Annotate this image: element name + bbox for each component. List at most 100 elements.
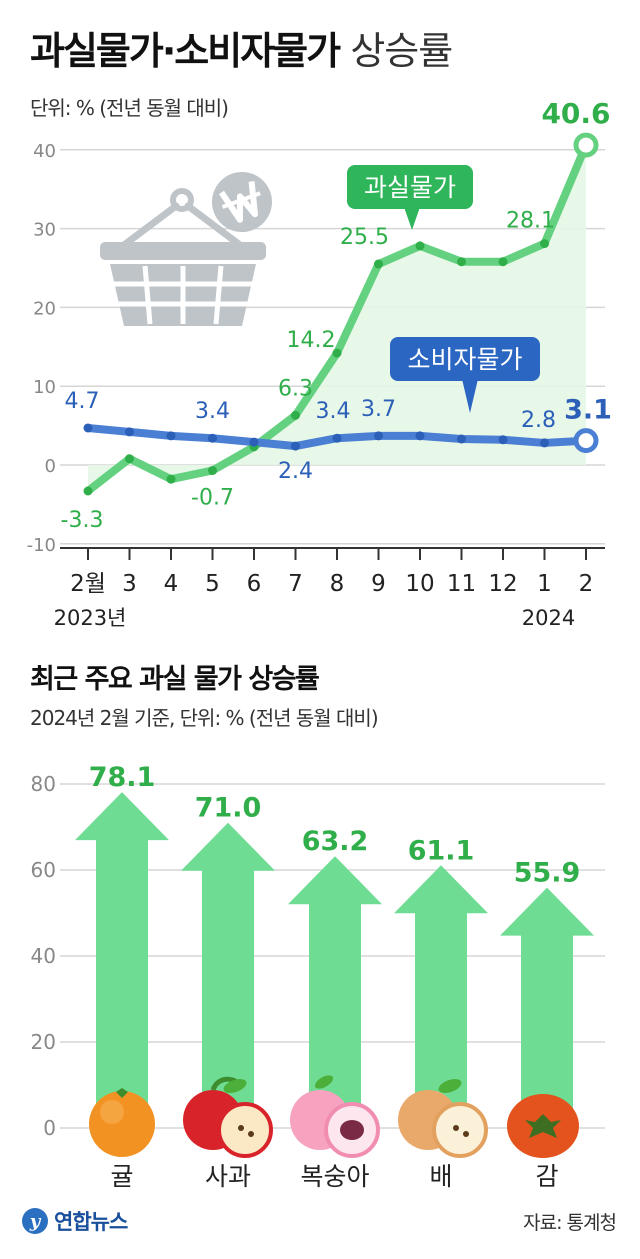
bar-arrow [181,822,275,1128]
won-sign-icon [212,172,272,232]
apple-icon [183,1076,273,1158]
fruit-data-label: -3.3 [61,508,104,533]
year-label: 2024 [522,606,575,630]
fruit-chart-title: 최근 주요 과실 물가 상승률 [30,664,320,695]
fruit-point [332,348,342,358]
yonhap-mark-icon: y [22,1208,48,1234]
peach-icon [290,1075,380,1158]
fruit-point [573,132,599,158]
y-tick-label: 40 [33,141,56,162]
title-thin: 상승률 [350,29,453,73]
bar-arrow [75,792,169,1128]
category-label: 복숭아 [300,1162,369,1191]
x-tick-label: 5 [205,571,220,597]
consumer-point [125,427,134,437]
yonhap-logo: y 연합뉴스 [22,1206,128,1236]
bar-arrows [75,792,594,1128]
fruit-point [457,257,466,267]
bar-value-label: 63.2 [302,826,369,857]
series-points [83,132,599,496]
x-tick-label: 12 [488,571,517,597]
category-label: 배 [429,1162,452,1191]
consumer-data-label: 4.7 [65,389,100,414]
fruit-chart-unit: 2024년 2월 기준, 단위: % (전년 동월 대비) [30,706,379,730]
y-tick-label: 0 [43,1116,56,1140]
x-tick-label: 10 [405,571,434,597]
bar-labels: 78.1 71.0 63.2 61.1 55.9 [89,762,581,888]
year-label: 2023년 [54,606,127,630]
fruit-data-label: 6.3 [278,376,313,401]
fruit-point [83,486,93,496]
consumer-point [83,423,93,433]
consumer-data-label: 3.1 [564,395,612,426]
fruit-point [166,474,176,484]
orange-icon [89,1088,155,1157]
fruit-icons [89,1075,579,1158]
consumer-point [166,431,176,441]
consumer-data-label: 3.4 [195,399,230,424]
logo-text: 연합뉴스 [54,1210,128,1234]
legend-bubble: 소비자물가 [390,337,540,413]
fruit-data-label: 25.5 [340,225,389,250]
consumer-point [249,437,259,447]
consumer-point [573,428,599,454]
shopping-basket-icon [100,188,266,326]
consumer-data-label: 2.4 [278,459,313,484]
source-note: 자료: 통계청 [523,1212,617,1234]
line-chart-unit: 단위: % (전년 동월 대비) [30,96,229,120]
consumer-point [540,438,549,448]
bar-value-label: 78.1 [89,762,156,793]
x-tick-label: 9 [371,571,386,597]
y-tick-label: 60 [31,858,56,882]
bar-arrow [394,865,488,1128]
x-tick-label: 1 [537,571,552,597]
fruit-area [88,145,586,492]
fruit-point [374,259,383,269]
x-tick-label: 2월 [70,571,106,597]
legend-bubble-tail [404,207,420,230]
x-tick-label: 3 [122,571,137,597]
fruit-point [540,239,549,249]
pear-icon [398,1079,488,1158]
y-tick-label: 10 [33,377,56,398]
consumer-point [291,441,300,451]
legend-bubble: 과실물가 [347,165,473,230]
consumer-point [374,431,383,441]
y-tick-label: 30 [33,220,56,241]
bar-arrow [500,887,594,1128]
fruit-point [208,466,217,476]
legend-label: 소비자물가 [407,345,522,374]
y-tick-label: -10 [27,535,56,556]
consumer-data-label: 3.4 [316,399,351,424]
fruit-point [291,410,300,420]
title-bold: 과실물가·소비자물가 [30,29,341,73]
y-tick-label: 80 [31,772,56,796]
consumer-point [498,435,508,445]
fruit-data-label: 40.6 [541,97,610,130]
fruit-point [125,454,134,464]
y-tick-label: 20 [33,298,56,319]
legend-bubble-tail [462,379,478,413]
y-tick-label: 20 [31,1030,56,1054]
fruit-point [415,241,425,251]
bar-arrow [288,856,382,1128]
legend-label: 과실물가 [364,173,456,202]
consumer-data-label: 2.8 [521,408,556,433]
y-tick-label: 0 [45,456,56,477]
data-labels: -3.3 -0.7 6.3 14.2 25.5 28.1 40.6 4.7 3.4 2.4 3.4 3… [61,97,612,533]
category-label: 귤 [110,1162,133,1191]
persimmon-icon [507,1094,579,1158]
legend-bubble-bg [347,165,473,209]
x-tick-label: 4 [164,571,179,597]
fruit-area-fill [88,145,586,492]
legend-bubble-bg [390,337,540,381]
category-labels: 귤 사과 복숭아 배 감 [110,1162,558,1191]
x-tick-label: 8 [330,571,345,597]
chart-title: 과실물가·소비자물가 상승률 [30,20,453,75]
y-tick-label: 40 [31,944,56,968]
bar-value-label: 55.9 [514,858,581,889]
fruit-point [498,257,508,267]
